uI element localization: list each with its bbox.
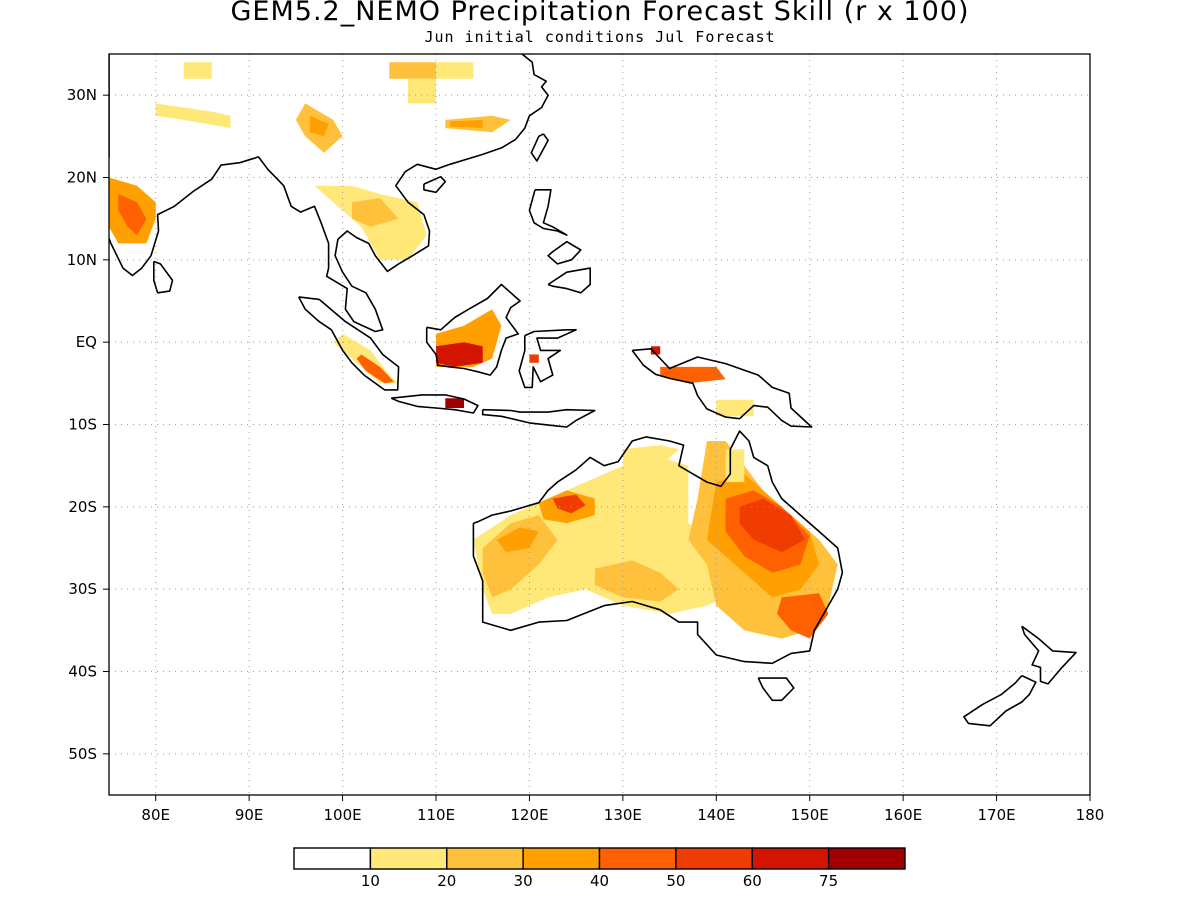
skill-region-central-china-b: [408, 78, 436, 104]
skill-region-new-guinea-west: [660, 366, 726, 384]
lon-tick-label: 160E: [884, 806, 922, 824]
colorbar-swatch: [827, 847, 906, 870]
coastline-sumatra: [297, 296, 400, 391]
coastline-taiwan: [530, 133, 549, 162]
lon-tick-label: 80E: [141, 806, 170, 824]
plot-frame: [108, 53, 1091, 796]
colorbar-label: 60: [743, 872, 762, 890]
colorbar-label: 30: [514, 872, 533, 890]
skill-region-java-spot: [445, 398, 464, 408]
coastline-sulawesi: [518, 328, 577, 389]
skill-region-ne-china-patch: [436, 62, 474, 79]
lat-tick-label: 50S: [68, 745, 97, 763]
skill-region-indochina-core: [351, 198, 399, 227]
colorbar-swatch: [751, 847, 830, 870]
skill-region-aus-east-hot: [739, 498, 805, 553]
lat-tick-label: 20N: [67, 169, 97, 187]
skill-region-new-guinea-spot: [650, 346, 661, 355]
colorbar-label: 10: [361, 872, 380, 890]
lon-tick-label: 120E: [510, 806, 548, 824]
lat-tick-label: 30N: [67, 86, 97, 104]
lon-tick-label: 140E: [697, 806, 735, 824]
colorbar-swatch: [598, 847, 677, 870]
skill-region-china-east-core: [450, 119, 483, 129]
map-subtitle: Jun initial conditions Jul Forecast: [424, 28, 776, 46]
skill-region-aus-north-strip: [622, 445, 679, 466]
lat-tick-label: 40S: [68, 663, 97, 681]
lon-tick-label: 100E: [324, 806, 362, 824]
skill-region-aus-nw-hot: [552, 494, 586, 514]
colorbar-swatch: [675, 847, 754, 870]
lon-tick-label: 170E: [978, 806, 1016, 824]
skill-region-west-china-patch: [183, 62, 212, 79]
coastline-borneo: [425, 283, 521, 376]
coastline-hainan: [423, 175, 447, 194]
coastline-tasmania: [757, 677, 795, 702]
map-title: GEM5.2_NEMO Precipitation Forecast Skill…: [230, 0, 970, 27]
coastline-java: [390, 394, 479, 414]
colorbar-swatch: [446, 847, 524, 870]
colorbar-label: 75: [819, 872, 838, 890]
skill-region-central-china-a: [389, 62, 436, 79]
coastline-lesser-sunda: [481, 408, 596, 428]
skill-region-sumatra-core: [356, 354, 394, 384]
skill-region-aus-west-broad: [473, 457, 745, 614]
skill-region-sulawesi-spot: [529, 354, 539, 363]
colorbar-label: 50: [666, 872, 685, 890]
lon-tick-label: 110E: [417, 806, 455, 824]
coastline-sri-lanka: [153, 260, 174, 294]
colorbar-label: 20: [437, 872, 456, 890]
skill-region-tibet-plateau-core: [309, 115, 329, 137]
coastline-philippines-visayas: [547, 240, 582, 265]
lat-tick-label: 30S: [68, 580, 97, 598]
lon-tick-label: 130E: [604, 806, 642, 824]
coastline-new-zealand-north: [1021, 625, 1077, 685]
lat-tick-label: 20S: [68, 498, 97, 516]
coastline-new-zealand-south: [963, 674, 1037, 727]
lon-tick-label: 180: [1076, 806, 1105, 824]
lat-tick-label: 10N: [67, 251, 97, 269]
skill-region-west-india-core: [118, 194, 147, 236]
lat-tick-label: EQ: [76, 333, 97, 351]
coastline-philippines-mindanao: [547, 267, 592, 294]
skill-region-aus-west-core: [496, 527, 539, 553]
coastline-philippines-luzon: [528, 189, 568, 236]
colorbar-swatch: [522, 847, 601, 870]
colorbar-swatch: [369, 847, 448, 870]
lon-tick-label: 90E: [235, 806, 264, 824]
coastline-new-guinea: [631, 347, 813, 428]
coastline-mainland-asia: [109, 54, 549, 333]
skill-region-borneo-core: [436, 342, 483, 367]
skill-region-aus-centre: [594, 560, 679, 602]
colorbar-swatch: [293, 847, 372, 870]
skill-region-aus-west-mid: [482, 515, 558, 598]
lat-tick-label: 10S: [68, 416, 97, 434]
skill-region-new-guinea-south: [716, 399, 754, 417]
colorbar-label: 40: [590, 872, 609, 890]
skill-region-north-india-band: [155, 103, 231, 129]
lon-tick-label: 150E: [791, 806, 829, 824]
coastline-australia: [472, 430, 844, 665]
